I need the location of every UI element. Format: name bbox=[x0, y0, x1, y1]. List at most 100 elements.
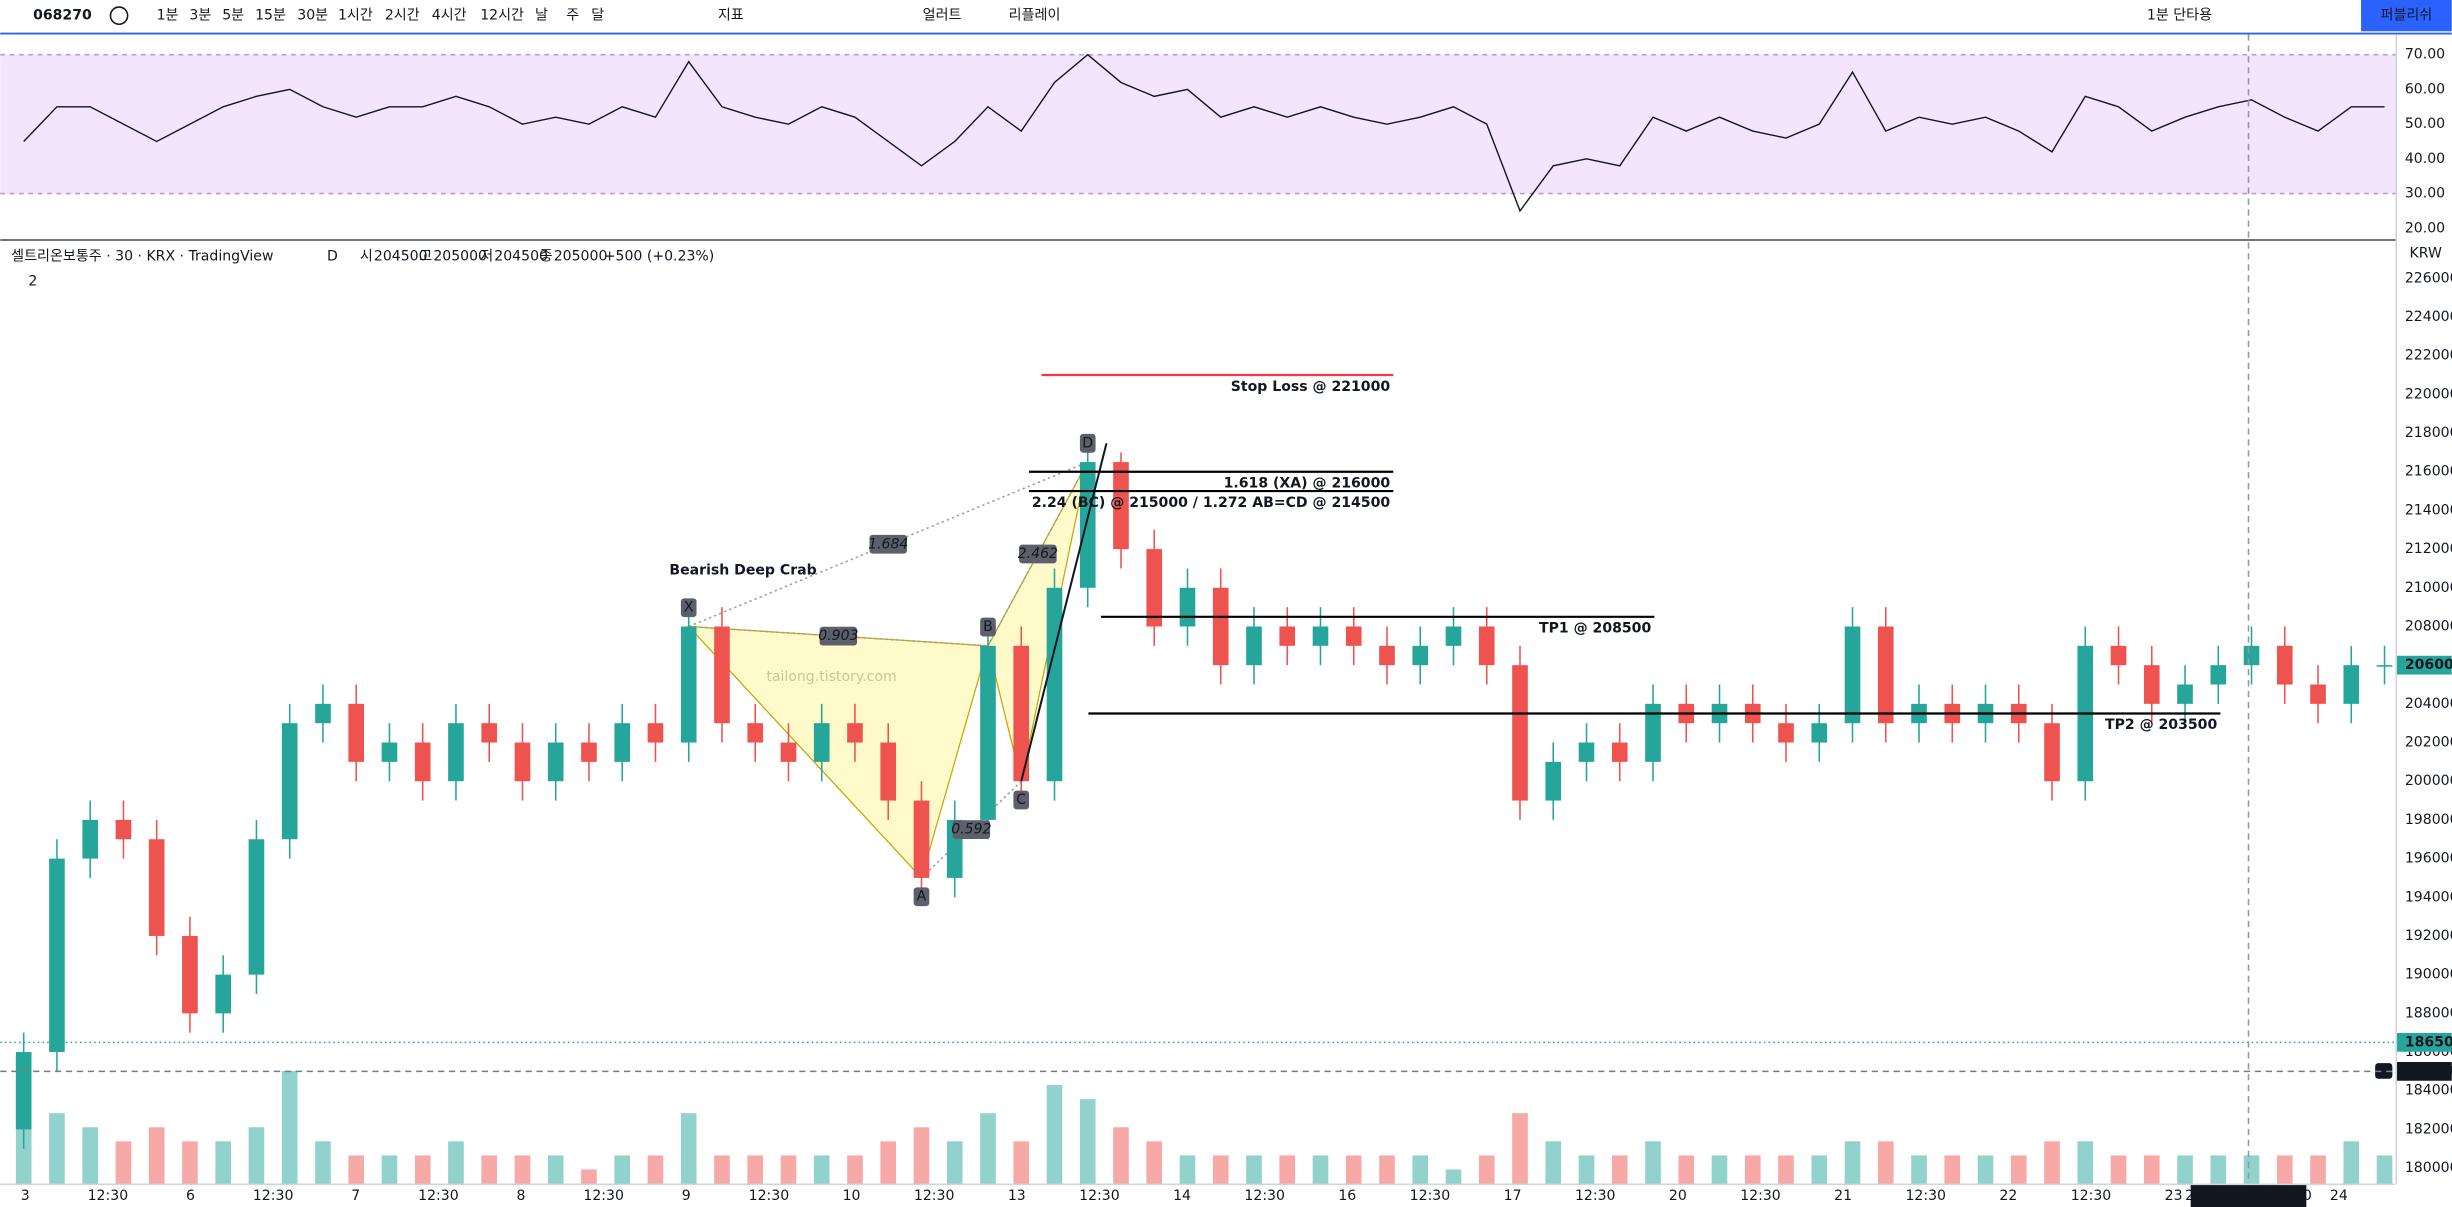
chart-title: Bearish Deep Crab bbox=[669, 563, 816, 579]
candle-body bbox=[1478, 626, 1495, 666]
volume-bar bbox=[714, 1155, 730, 1184]
legend-low: 204500 bbox=[494, 248, 548, 264]
x-tick-label: 10 bbox=[843, 1188, 861, 1204]
pattern-dotted-line bbox=[920, 780, 1022, 879]
volume-bar bbox=[1013, 1141, 1030, 1184]
candle-body bbox=[680, 626, 697, 743]
candle-body bbox=[780, 742, 797, 762]
candle-body bbox=[2343, 665, 2360, 704]
ratio-box bbox=[819, 626, 858, 646]
layout-button[interactable]: 1분 단타용 bbox=[2147, 8, 2212, 24]
volume-bar bbox=[1212, 1155, 1229, 1184]
indicators-button[interactable]: 지표 bbox=[718, 8, 744, 24]
pattern-point-label: D bbox=[1082, 435, 1093, 451]
pattern-point-label: B bbox=[983, 619, 993, 635]
volume-bar bbox=[348, 1155, 365, 1184]
replay-button[interactable]: 리플레이 bbox=[1009, 8, 1061, 24]
interval-button[interactable]: 12시간 bbox=[480, 8, 524, 24]
interval-button[interactable]: 달 bbox=[591, 8, 604, 24]
x-tick-label: 12:30 bbox=[1575, 1188, 1616, 1204]
volume-bar bbox=[647, 1155, 664, 1184]
ratio-box bbox=[1019, 544, 1057, 564]
crosshair-price-label: 185000 bbox=[2405, 1063, 2452, 1079]
publish-label[interactable]: 퍼블리쉬 bbox=[2381, 8, 2433, 24]
volume-bar bbox=[2376, 1155, 2393, 1184]
candle-body bbox=[1578, 742, 1595, 762]
level-label: 1.618 (XA) @ 216000 bbox=[1224, 475, 1391, 491]
volume-bar bbox=[1146, 1141, 1163, 1184]
rsi-tick-label: 40.00 bbox=[2405, 151, 2445, 167]
candle-body bbox=[182, 935, 198, 1014]
add-symbol-icon[interactable] bbox=[109, 6, 129, 26]
volume-bar bbox=[182, 1141, 198, 1184]
level-label: 2.24 (BC) @ 215000 / 1.272 AB=CD @ 21450… bbox=[1032, 495, 1391, 511]
candle-body bbox=[1212, 587, 1229, 666]
candle-body bbox=[581, 742, 597, 762]
x-tick-label: 16 bbox=[1338, 1188, 1356, 1204]
volume-bar bbox=[1412, 1155, 1429, 1184]
interval-button[interactable]: 4시간 bbox=[432, 8, 467, 24]
candle-body bbox=[481, 723, 498, 743]
y-tick-label: 214000 bbox=[2405, 502, 2452, 518]
crosshair-time-box bbox=[2190, 1185, 2307, 1207]
ratio-label: 0.903 bbox=[818, 628, 858, 644]
y-tick-label: 184000 bbox=[2405, 1083, 2452, 1099]
ratio-label: 1.684 bbox=[868, 536, 908, 552]
rsi-tick-label: 60.00 bbox=[2405, 81, 2445, 97]
interval-button[interactable]: 5분 bbox=[222, 8, 244, 24]
interval-button[interactable]: 1분 bbox=[157, 8, 179, 24]
candle-body bbox=[980, 645, 996, 820]
rsi-tick-label: 20.00 bbox=[2405, 220, 2445, 236]
volume-bar bbox=[946, 1141, 963, 1184]
candle-body bbox=[2044, 723, 2060, 782]
candle-body bbox=[813, 723, 830, 762]
volume-bar bbox=[780, 1155, 797, 1184]
candle-body bbox=[714, 626, 730, 724]
candle-body bbox=[281, 723, 298, 840]
publish-button[interactable] bbox=[2361, 0, 2452, 32]
volume-bar bbox=[747, 1155, 764, 1184]
candle-body bbox=[1345, 626, 1362, 646]
rsi-band bbox=[0, 54, 2396, 194]
volume-bar bbox=[1312, 1155, 1329, 1184]
legend-badge: D bbox=[327, 248, 338, 264]
candle-body bbox=[1246, 626, 1262, 666]
interval-button[interactable]: 2시간 bbox=[385, 8, 420, 24]
volume-bar bbox=[980, 1113, 996, 1184]
volume-bar bbox=[448, 1141, 464, 1184]
pattern-point-box bbox=[913, 887, 930, 907]
x-tick-label: 14 bbox=[1173, 1188, 1191, 1204]
interval-button[interactable]: 1시간 bbox=[338, 8, 373, 24]
candle-body bbox=[1811, 723, 1828, 743]
x-tick-label: 23 bbox=[2165, 1188, 2183, 1204]
candle-body bbox=[2376, 665, 2393, 667]
y-tick-label: 218000 bbox=[2405, 425, 2452, 441]
symbol[interactable]: 068270 bbox=[33, 8, 92, 24]
interval-button[interactable]: 주 bbox=[566, 8, 579, 24]
trend-line bbox=[1020, 443, 1108, 782]
volume-bar bbox=[1345, 1155, 1362, 1184]
interval-button[interactable]: 15분 bbox=[255, 8, 286, 24]
candle-body bbox=[1545, 761, 1562, 801]
interval-button[interactable]: 3분 bbox=[189, 8, 211, 24]
volume-bar bbox=[2077, 1141, 2094, 1184]
pattern-point-box bbox=[1013, 790, 1030, 810]
pattern-point-box bbox=[980, 617, 996, 637]
level-label: Stop Loss @ 221000 bbox=[1231, 379, 1391, 395]
candle-body bbox=[1046, 587, 1063, 782]
crosshair-plus-icon[interactable] bbox=[2375, 1063, 2393, 1079]
alert-button[interactable]: 얼러트 bbox=[923, 8, 962, 24]
volume-bar bbox=[1744, 1155, 1761, 1184]
volume-bar bbox=[1512, 1113, 1528, 1184]
x-tick-label: 20 bbox=[1669, 1188, 1687, 1204]
x-tick-label: 21 bbox=[1834, 1188, 1852, 1204]
level-label: TP2 @ 203500 bbox=[2105, 717, 2217, 733]
volume-bar bbox=[2243, 1155, 2260, 1184]
x-tick-label: 3 bbox=[21, 1188, 30, 1204]
x-tick-label: 12:30 bbox=[253, 1188, 294, 1204]
interval-button[interactable]: 30분 bbox=[297, 8, 328, 24]
interval-button[interactable]: 날 bbox=[535, 8, 548, 24]
legend-l-label: 저 bbox=[480, 248, 493, 264]
candle-body bbox=[248, 839, 265, 975]
